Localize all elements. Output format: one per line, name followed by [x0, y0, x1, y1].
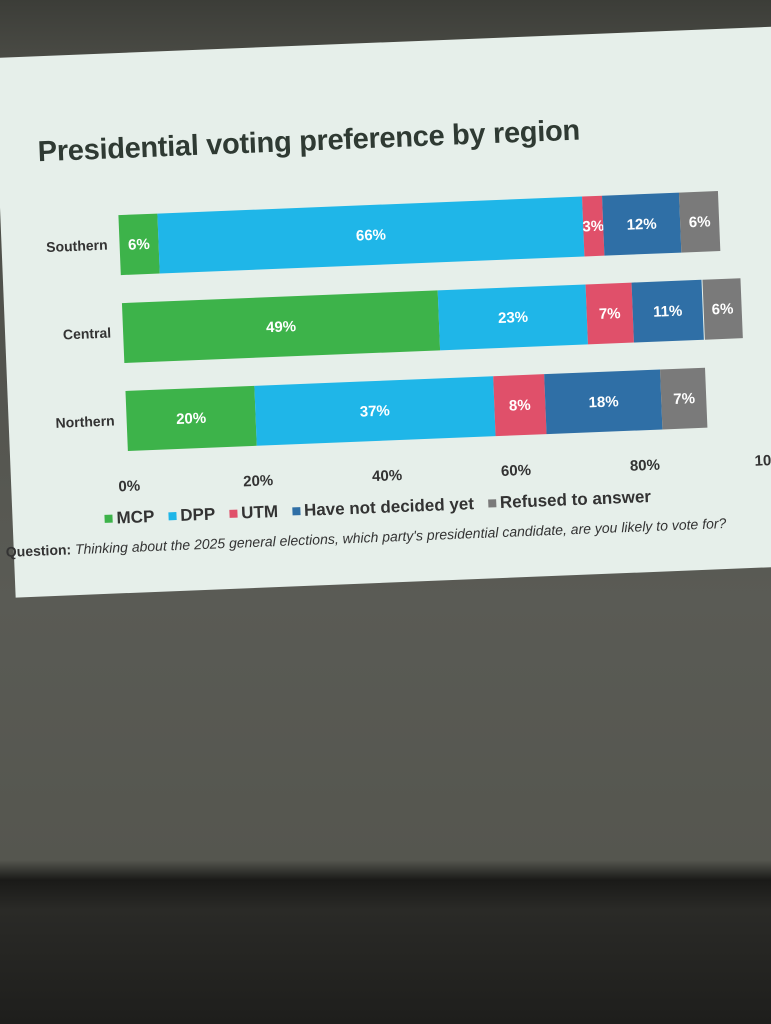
bar-segment-southern-1: 66% — [157, 196, 585, 274]
bar-segment-central-2: 7% — [585, 282, 634, 345]
question-label: Question: — [5, 541, 72, 560]
legend-item: DPP — [168, 504, 216, 526]
bar-segment-northern-0: 20% — [125, 385, 257, 451]
bar-segment-southern-2: 3% — [582, 195, 604, 257]
legend-swatch — [168, 512, 177, 521]
slide: Presidential voting preference by region… — [0, 26, 771, 598]
x-tick-label: 60% — [500, 461, 532, 480]
legend-label: UTM — [240, 501, 279, 523]
bar-segment-northern-2: 8% — [492, 374, 547, 437]
legend-item: MCP — [104, 507, 155, 529]
legend-item: UTM — [229, 502, 279, 524]
category-label: Southern — [45, 236, 108, 256]
bar-segment-southern-0: 6% — [118, 213, 160, 276]
x-tick-label: 80% — [629, 456, 661, 475]
legend-swatch — [291, 507, 301, 516]
legend-label: MCP — [116, 506, 155, 528]
category-label: Northern — [55, 412, 115, 431]
bar-segment-central-1: 23% — [437, 284, 589, 351]
bar-segment-central-3: 11% — [631, 279, 705, 343]
x-tick-label: 100% — [754, 451, 771, 470]
legend-swatch — [229, 509, 238, 518]
legend-label: DPP — [179, 504, 216, 525]
bar-segment-northern-1: 37% — [254, 376, 496, 446]
bar-segment-central-0: 49% — [121, 290, 441, 364]
bar-segment-southern-4: 6% — [679, 191, 721, 253]
bar-segment-southern-3: 12% — [601, 192, 682, 256]
bar-segment-central-4: 6% — [701, 278, 744, 340]
x-tick-label: 0% — [118, 477, 141, 496]
x-tick-label: 40% — [371, 466, 403, 486]
legend-swatch — [104, 514, 113, 523]
legend-swatch — [487, 499, 497, 508]
bar-segment-northern-4: 7% — [660, 367, 708, 430]
bar-segment-northern-3: 18% — [544, 369, 663, 435]
x-tick-label: 20% — [242, 472, 274, 491]
category-label: Central — [62, 324, 112, 343]
